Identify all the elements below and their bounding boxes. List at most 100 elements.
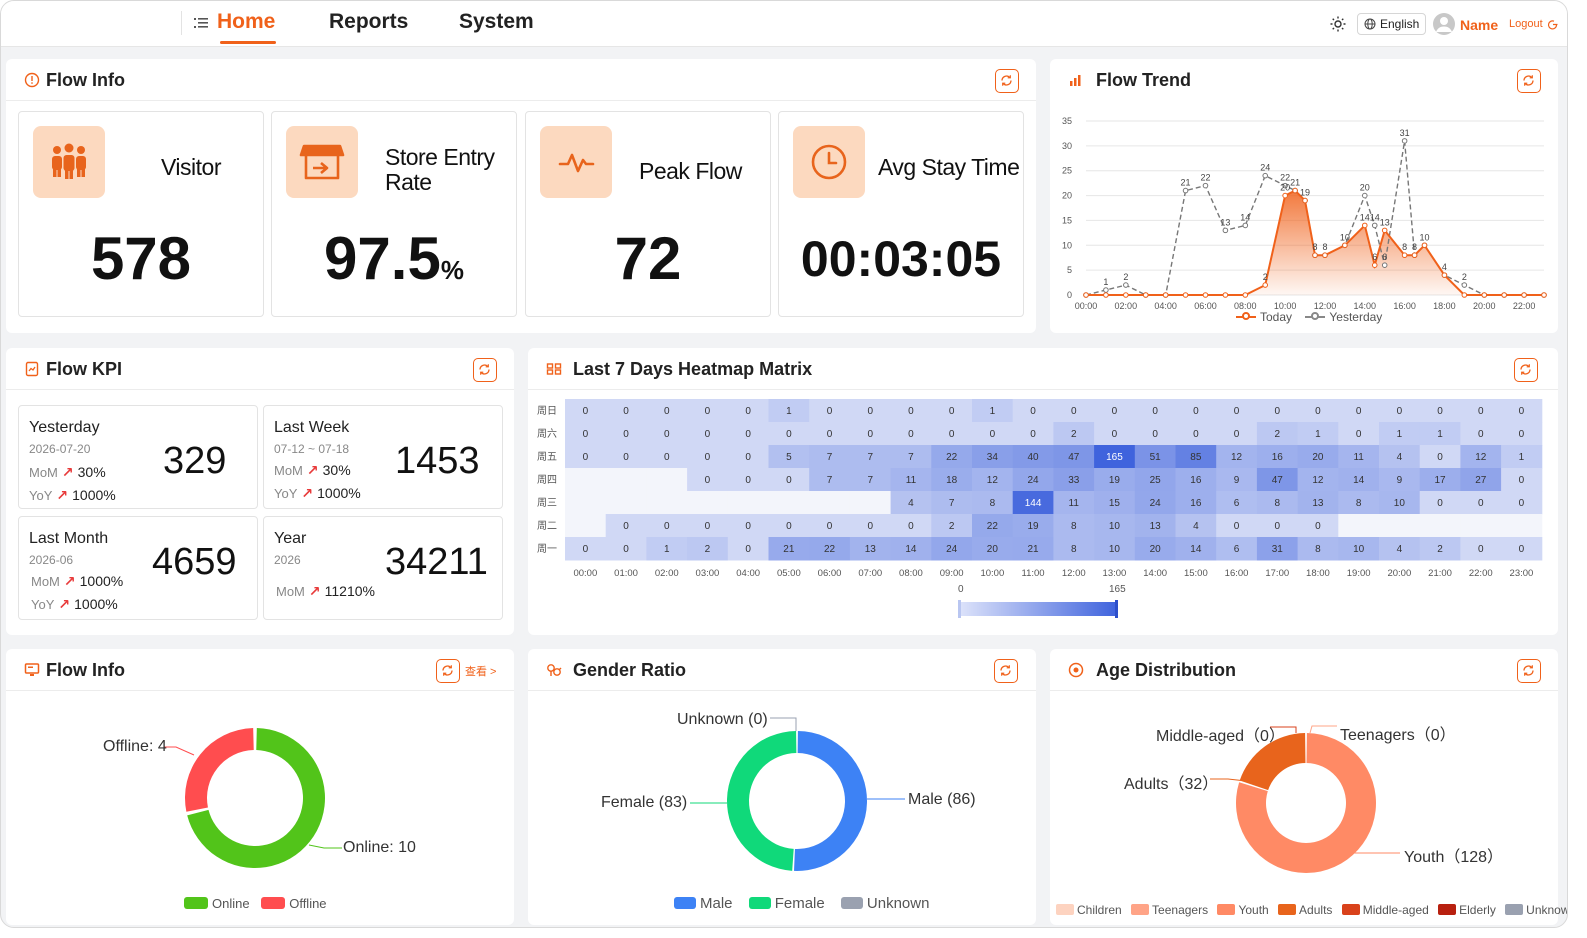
heatmap-cell	[1134, 537, 1176, 561]
legend-middle-aged[interactable]: Middle-aged	[1362, 903, 1429, 917]
today-point	[1411, 252, 1418, 259]
legend-unknown[interactable]: Unknown	[1526, 903, 1567, 917]
legend-teenagers[interactable]: Teenagers	[1152, 903, 1209, 917]
flow-info-refresh-button[interactable]	[995, 69, 1019, 93]
language-selector[interactable]: English	[1357, 13, 1427, 35]
x-tick-label: 22:00	[1513, 301, 1536, 311]
heatmap-cell-value: 0	[1519, 429, 1525, 440]
heatmap-cell	[1297, 399, 1339, 423]
heatmap-scale-handle-max[interactable]	[1115, 600, 1118, 618]
heatmap-cell	[1012, 422, 1054, 446]
legend-swatch-male	[674, 897, 696, 909]
menu-icon[interactable]	[193, 15, 209, 31]
age-distribution-refresh-button[interactable]	[1517, 659, 1541, 683]
stat-unit: %	[440, 255, 464, 285]
heatmap-cell-value: 0	[583, 544, 589, 555]
legend-offline[interactable]: Offline	[289, 896, 327, 911]
heatmap-col-label: 04:00	[736, 568, 760, 579]
heatmap-scale-bar[interactable]	[959, 602, 1117, 616]
heatmap-cell	[849, 399, 892, 423]
gender-ratio-refresh-button[interactable]	[994, 659, 1018, 683]
legend-elderly[interactable]: Elderly	[1459, 903, 1496, 917]
legend-swatch-female	[748, 897, 771, 909]
heatmap-cell-value: 7	[867, 475, 873, 486]
flow-trend-refresh-button[interactable]	[1517, 69, 1541, 93]
theme-toggle-sun-icon[interactable]	[1330, 16, 1346, 32]
heatmap-col-label: 23:00	[1510, 568, 1534, 579]
heatmap-col-label: 14:00	[1143, 568, 1167, 579]
heatmap-cell	[1012, 445, 1054, 469]
heatmap-cell	[1297, 422, 1339, 446]
yesterday-point	[1202, 182, 1209, 189]
heatmap-cell	[890, 514, 932, 538]
legend-youth[interactable]: Youth	[1238, 903, 1269, 917]
today-point	[1441, 272, 1448, 278]
logout-icon[interactable]	[1547, 19, 1558, 30]
heatmap-cell-value: 0	[1478, 406, 1484, 417]
nav-divider	[181, 11, 182, 35]
refresh-icon	[1523, 75, 1534, 86]
heatmap-cell	[1216, 514, 1258, 538]
heatmap-cell	[768, 445, 810, 469]
teenagers-label: Teenagers（0）	[1340, 727, 1456, 744]
heatmap-row-label: 周三	[537, 497, 557, 509]
heatmap-cell-value: 0	[1193, 406, 1199, 417]
heatmap-cell-value: 0	[1315, 406, 1321, 417]
legend-adults[interactable]: Adults	[1299, 903, 1333, 917]
gender-ratio-title: Gender Ratio	[573, 660, 687, 680]
heatmap-row-label: 周日	[537, 405, 557, 417]
heatmap-cell-value: 8	[990, 498, 996, 509]
legend-children[interactable]: Children	[1077, 903, 1122, 917]
online-label: Online: 10	[343, 839, 416, 856]
logout-link[interactable]: Logout	[1509, 18, 1543, 30]
today-point	[1162, 292, 1169, 298]
yesterday-point	[1123, 282, 1129, 288]
avatar[interactable]	[1433, 13, 1455, 35]
heatmap-cell	[972, 422, 1014, 446]
heatmap-cell-value: 0	[583, 406, 589, 417]
age-distribution-header: Age Distribution	[1050, 649, 1558, 691]
heatmap-cell	[565, 422, 607, 446]
today-point	[1182, 292, 1189, 298]
kpi-metric-key: YoY	[29, 488, 53, 503]
today-point	[1541, 292, 1547, 298]
yesterday-point-label: 13	[1220, 217, 1230, 227]
nav-home[interactable]: Home	[217, 10, 276, 33]
legend-unknown[interactable]: Unknown	[866, 895, 930, 912]
refresh-icon	[1523, 665, 1534, 676]
stat-label: Visitor	[161, 154, 222, 180]
legend-male[interactable]: Male	[700, 895, 733, 912]
heatmap-cell-value: 0	[1519, 406, 1525, 417]
adults-leader	[1210, 778, 1247, 782]
today-point	[1381, 227, 1388, 234]
heatmap-cell-value: 0	[1437, 452, 1443, 463]
heatmap-scale-handle-min[interactable]	[958, 600, 961, 618]
heatmap-cell-value: 0	[745, 429, 751, 440]
heatmap-refresh-button[interactable]	[1514, 358, 1538, 382]
language-label: English	[1380, 17, 1420, 31]
up-arrow-icon: ↗	[58, 596, 71, 612]
heatmap-cell-value: 0	[1234, 521, 1240, 532]
nav-system[interactable]: System	[459, 10, 534, 33]
heatmap-cell-value: 6	[1234, 544, 1240, 555]
stat-card-avg-stay-time: Avg Stay Time 00:03:05	[778, 111, 1024, 317]
view-more-link[interactable]: 查看 >	[465, 666, 497, 678]
heatmap-cell	[727, 399, 769, 423]
heatmap-cell	[849, 537, 892, 561]
heatmap-cell-value: 0	[664, 521, 670, 532]
heatmap-cell-value: 1	[1437, 429, 1443, 440]
heatmap-cell	[646, 445, 688, 469]
heatmap-cell-value: 0	[664, 452, 670, 463]
legend-female[interactable]: Female	[774, 895, 825, 912]
heatmap-cell	[1012, 514, 1054, 538]
legend-online[interactable]: Online	[212, 896, 250, 911]
yesterday-point-label: 8	[1312, 242, 1317, 252]
user-name[interactable]: Name	[1460, 17, 1499, 33]
heatmap-cell-value: 0	[990, 429, 996, 440]
clock-icon	[811, 144, 847, 180]
device-status-refresh-button[interactable]	[436, 659, 460, 683]
heatmap-cell-value: 24	[946, 544, 958, 555]
grid-icon	[546, 363, 562, 375]
nav-reports[interactable]: Reports	[329, 10, 409, 33]
flow-kpi-refresh-button[interactable]	[473, 358, 497, 382]
